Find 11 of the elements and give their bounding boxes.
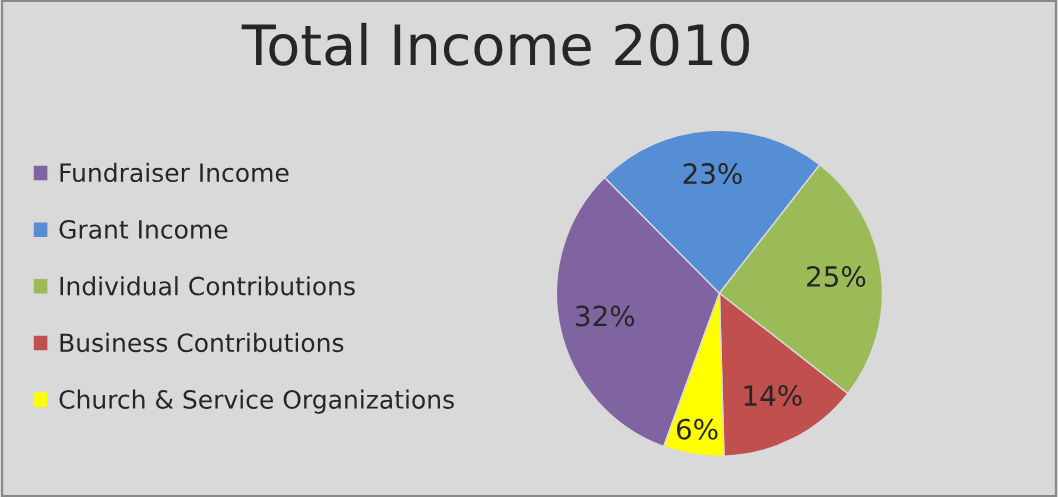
data-label: 6% <box>676 418 718 440</box>
data-label: 25% <box>807 265 866 287</box>
data-label: 23% <box>683 163 742 185</box>
data-label: 14% <box>744 385 802 407</box>
legend-label: Church & Service Organizations <box>59 389 454 414</box>
legend-label: Fundraiser Income <box>60 162 289 183</box>
data-label: 32% <box>576 305 635 327</box>
chart-title: Total Income 2010 <box>241 22 750 66</box>
legend-label: Individual Contributions <box>60 276 355 296</box>
legend-label: Grant Income <box>59 219 228 239</box>
legend-label: Business Contributions <box>60 332 344 353</box>
